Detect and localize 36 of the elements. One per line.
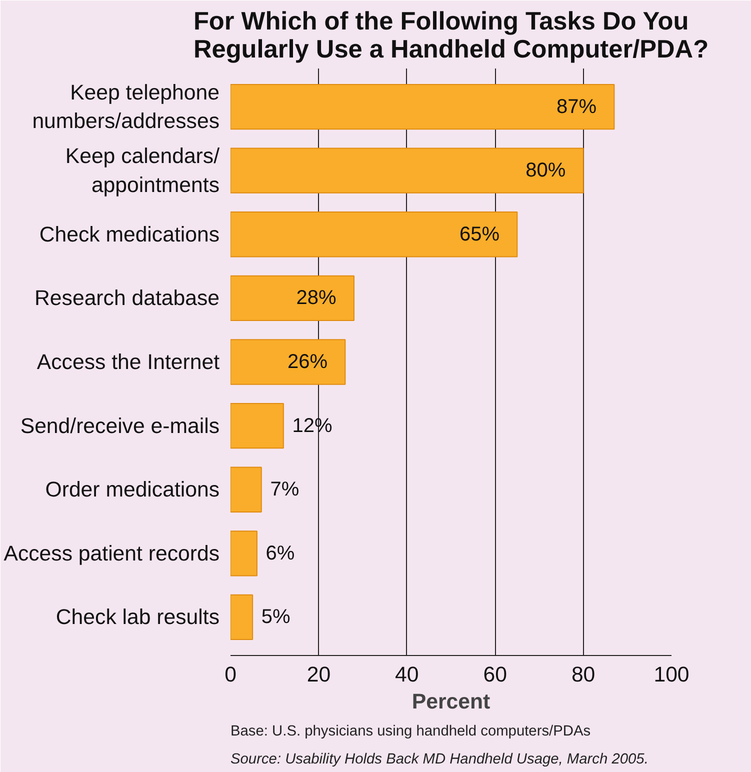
bar [230, 212, 518, 258]
x-tick-label: 20 [306, 662, 331, 686]
data-label: 26% [287, 351, 328, 373]
bar [230, 594, 254, 640]
bar [230, 402, 284, 449]
y-tick-label: Access patient records [4, 541, 220, 566]
bar [230, 84, 615, 130]
data-label: 80% [526, 160, 566, 182]
text: Base: U.S. physicians using handheld computers/PDAs [230, 724, 591, 740]
data-label: 5% [261, 606, 290, 628]
y-tick-label: Send/receive e-mails [20, 414, 220, 438]
x-tick-label: 0 [224, 662, 237, 686]
x-tick-label: 100 [654, 662, 690, 686]
y-tick-label: Research database [34, 286, 220, 310]
y-tick-label: Check lab results [56, 605, 220, 630]
data-label: 65% [459, 223, 500, 246]
y-tick-label: Keep calendars/ appointments [65, 144, 220, 197]
y-tick-label: Access the Internet [36, 350, 220, 374]
x-tick-label: 80 [571, 662, 596, 686]
x-tick-label: 40 [395, 662, 419, 686]
chart-title: For Which of the Following Tasks Do You Regularly Use a Handheld Computer/PDA? [193, 8, 709, 64]
source-note: Source: Usability Holds Back MD Handheld Usage, March 2005. [230, 752, 648, 768]
data-label: 28% [296, 287, 337, 310]
bar [230, 275, 354, 322]
data-label: 6% [266, 542, 295, 564]
bar [230, 148, 584, 194]
bar [230, 339, 346, 385]
data-label: 87% [556, 96, 597, 118]
bar [230, 530, 258, 576]
bar [230, 466, 262, 512]
y-tick-label: Keep telephone numbers/addresses [32, 80, 220, 134]
x-tick-label: 60 [483, 662, 508, 686]
y-tick-label: Check medications [39, 222, 220, 246]
data-label: 7% [270, 478, 300, 501]
y-tick-label: Order medications [45, 478, 220, 502]
x-axis-title: Percent [412, 690, 490, 714]
